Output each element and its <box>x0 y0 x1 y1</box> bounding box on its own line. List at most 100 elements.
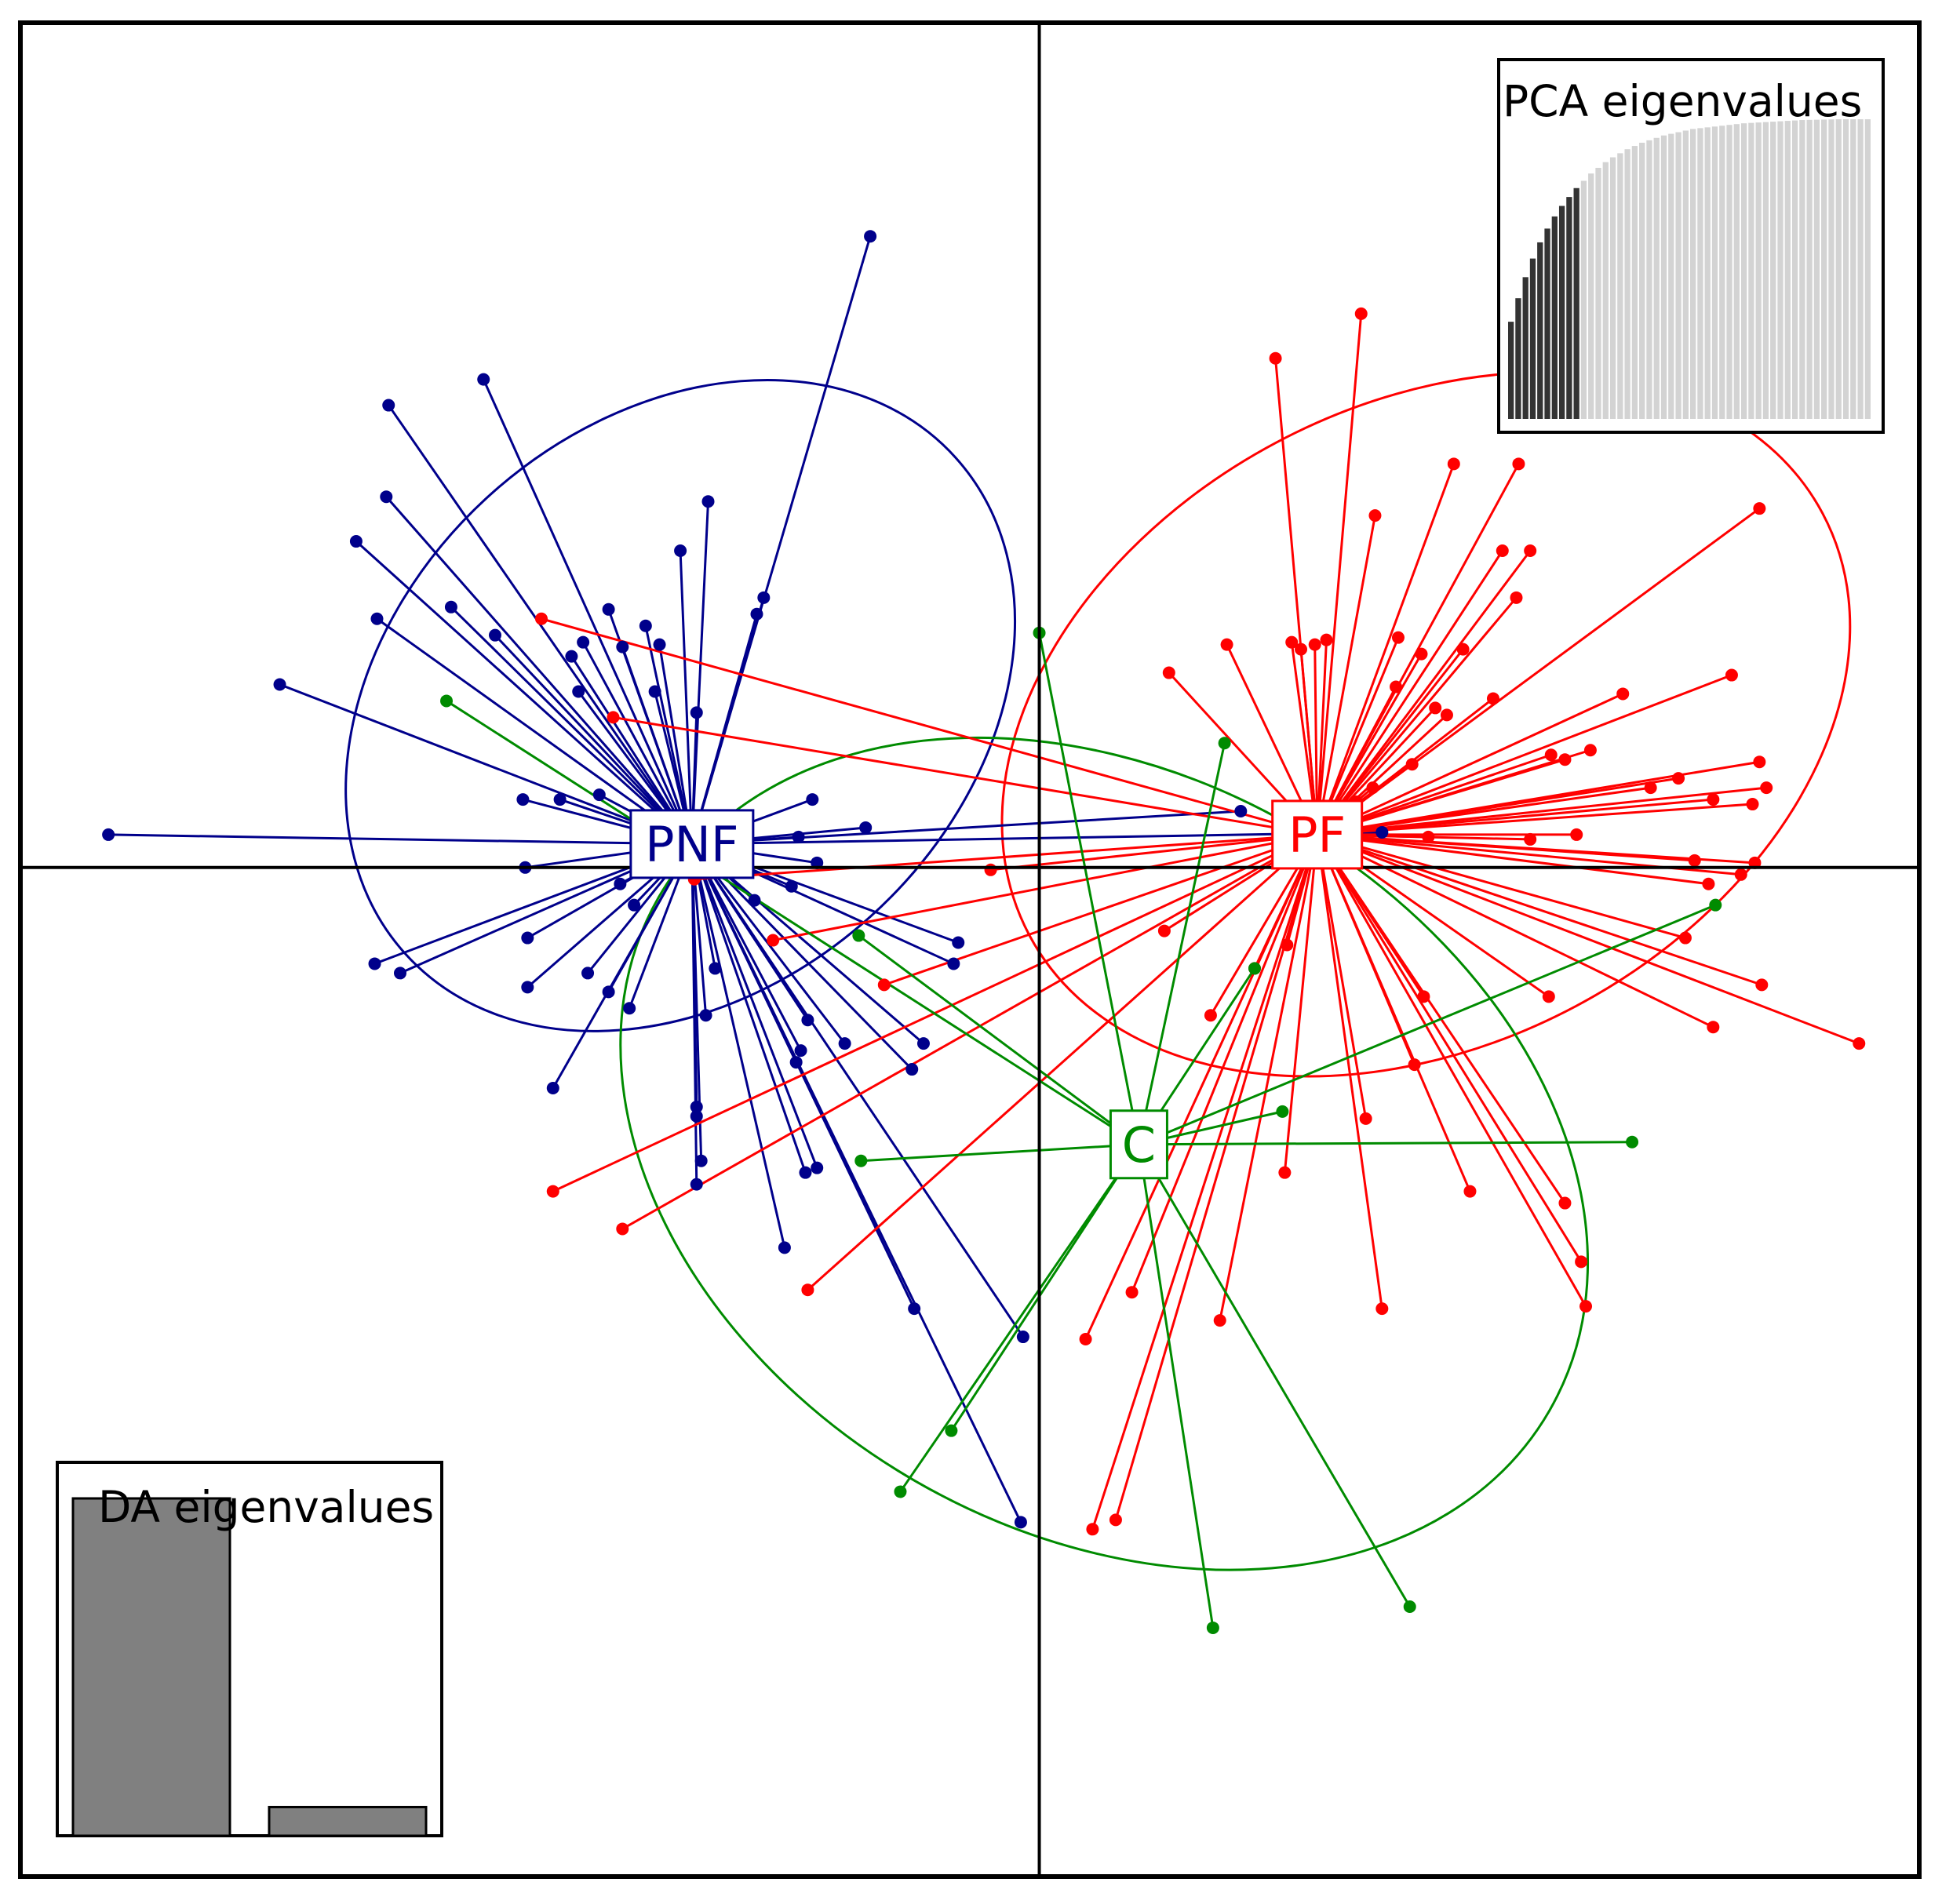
pca-eigenvalue-bar <box>1821 119 1827 420</box>
data-point-pnf <box>623 1002 636 1015</box>
pca-eigenvalue-bar <box>1631 146 1638 420</box>
centroid-box-pf <box>1271 799 1364 870</box>
data-point-pf <box>1281 938 1294 952</box>
da-bars <box>71 1497 428 1837</box>
data-point-pnf <box>916 1037 930 1050</box>
data-point-pnf <box>794 1044 807 1058</box>
data-point-pf <box>1558 753 1572 766</box>
data-point-pf <box>1579 1300 1593 1313</box>
spoke-pf <box>1316 834 1368 1119</box>
spoke-pf <box>1316 834 1583 1263</box>
data-point-pf <box>1575 1255 1588 1269</box>
pca-eigenvalue-bar <box>1755 122 1762 419</box>
data-point-pnf <box>757 591 771 604</box>
data-point-c <box>1218 737 1231 750</box>
data-point-pnf <box>785 879 798 893</box>
data-point-pf <box>1368 509 1382 522</box>
data-point-c <box>852 929 865 942</box>
data-point-pf <box>1544 748 1558 762</box>
data-point-pnf <box>489 628 501 642</box>
data-point-pnf <box>639 619 652 632</box>
data-point-pf <box>1391 631 1405 644</box>
data-point-pf <box>1125 1286 1139 1299</box>
spoke-pnf <box>376 617 693 846</box>
data-point-pnf <box>690 706 703 719</box>
data-point-pf <box>1755 978 1769 992</box>
spoke-pf <box>1316 550 1504 836</box>
pca-eigenvalue-bar <box>1508 322 1514 419</box>
spoke-c <box>1138 904 1716 1146</box>
data-point-pnf <box>382 399 395 412</box>
data-point-pf <box>1486 692 1499 705</box>
data-point-c <box>440 694 454 708</box>
data-point-pf <box>1366 781 1379 795</box>
data-point-c <box>1403 1600 1416 1614</box>
spoke-c <box>899 1143 1140 1493</box>
pca-eigenvalue-bar <box>1770 122 1776 419</box>
data-point-pf <box>1285 635 1299 649</box>
data-point-pnf <box>565 650 578 663</box>
data-point-pf <box>1320 633 1333 646</box>
spoke-pf <box>1316 550 1532 836</box>
data-point-c <box>1206 1621 1219 1634</box>
spoke-pf <box>1316 596 1518 836</box>
data-point-pnf <box>521 931 534 945</box>
spoke-pf <box>1317 833 1709 886</box>
spoke-pf <box>1317 833 1686 939</box>
da-eigenvalue-bar <box>268 1805 428 1837</box>
spoke-pnf <box>450 606 693 845</box>
spoke-pnf <box>108 833 692 846</box>
spoke-pf <box>1317 786 1767 836</box>
spoke-c <box>1038 632 1140 1145</box>
pca-eigenvalue-bar <box>1726 125 1732 419</box>
centroid-box-pnf <box>629 809 755 879</box>
spoke-c <box>1138 1144 1412 1607</box>
spoke-pf <box>1091 834 1319 1530</box>
data-point-pf <box>767 934 780 947</box>
data-point-pf <box>1278 1166 1292 1179</box>
pca-eigenvalue-bar <box>1566 197 1572 419</box>
pca-eigenvalue-bar <box>1697 128 1703 419</box>
pca-eigenvalue-bar <box>1719 126 1725 419</box>
data-point-pf <box>1734 868 1747 881</box>
data-point-pnf <box>905 1063 919 1076</box>
pca-eigenvalue-bar <box>1617 153 1623 419</box>
data-point-pnf <box>477 373 490 386</box>
pca-eigenvalue-bar <box>1529 258 1536 419</box>
spoke-pnf <box>552 843 694 1089</box>
data-point-pnf <box>648 685 661 698</box>
data-point-pnf <box>859 821 873 834</box>
data-point-pnf <box>694 1154 708 1167</box>
pca-eigenvalue-bar <box>1660 135 1667 419</box>
pca-eigenvalue-bar <box>1573 187 1579 419</box>
spoke-pf <box>1316 834 1471 1192</box>
spoke-pf <box>1317 803 1753 836</box>
spoke-pf <box>613 715 1317 836</box>
data-point-pf <box>1447 457 1460 471</box>
data-point-pf <box>1558 1196 1572 1210</box>
data-point-pf <box>1753 502 1766 515</box>
data-point-pnf <box>614 877 627 890</box>
data-point-pnf <box>572 685 585 698</box>
data-point-pf <box>1415 647 1428 661</box>
pca-eigenvalue-bar <box>1558 206 1565 419</box>
data-point-pf <box>616 1222 629 1236</box>
data-point-pf <box>1375 1302 1389 1316</box>
pca-eigenvalue-bar <box>1791 120 1798 419</box>
pca-eigenvalue-bar <box>1675 132 1681 419</box>
pca-eigenvalue-bar <box>1602 162 1609 419</box>
spoke-pf <box>1317 674 1732 836</box>
spoke-pf <box>1317 693 1623 836</box>
spoke-pf <box>1316 463 1456 836</box>
data-point-pf <box>1109 1513 1122 1527</box>
data-point-pf <box>1390 680 1403 694</box>
spoke-pf <box>1316 834 1383 1309</box>
spoke-pf <box>694 833 1317 881</box>
data-point-pnf <box>102 828 115 841</box>
data-point-pf <box>1213 1314 1226 1327</box>
pca-inset-title: PCA eigenvalues <box>1503 76 1862 126</box>
pca-eigenvalue-bar <box>1740 123 1747 419</box>
pca-eigenvalue-bar <box>1806 119 1813 420</box>
data-point-pf <box>1644 781 1657 795</box>
